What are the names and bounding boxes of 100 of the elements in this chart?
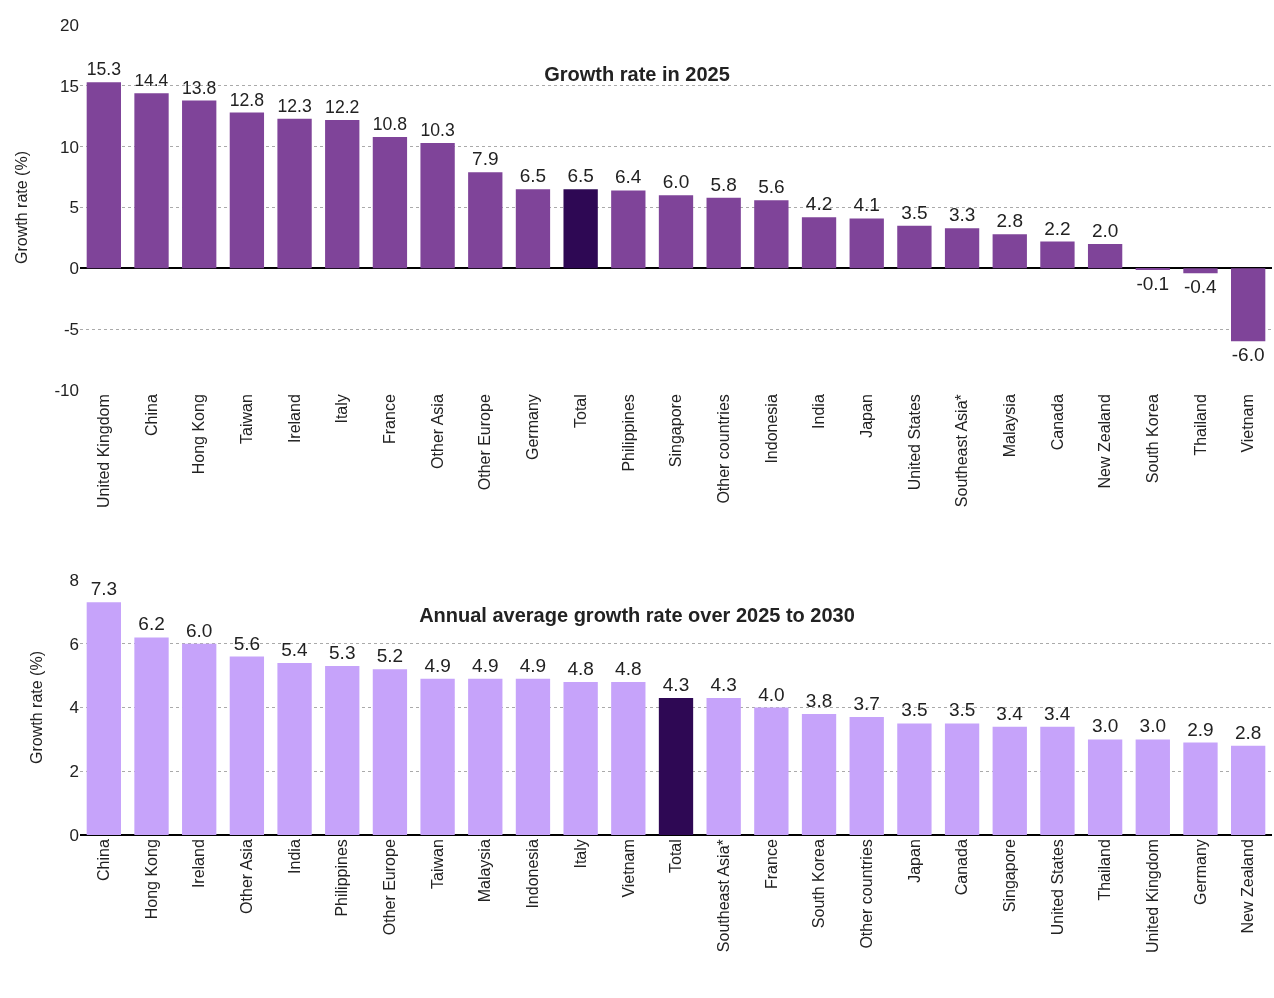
- data-label: 4.8: [567, 658, 594, 679]
- data-label: 4.3: [662, 673, 690, 695]
- data-label: 5.8: [710, 173, 737, 195]
- y-tick-label: 0: [69, 825, 79, 845]
- data-label: 6.5: [567, 165, 594, 187]
- data-label: -6.0: [1231, 344, 1265, 366]
- bar: [182, 100, 217, 269]
- x-tick-label: Germany: [1191, 839, 1209, 905]
- x-tick-label: Italy: [333, 394, 351, 424]
- y-tick-label: -10: [54, 380, 79, 400]
- text: Growth rate in 2025: [544, 62, 730, 85]
- x-tick-label: Ireland: [190, 839, 208, 889]
- data-label: 4.2: [805, 193, 833, 215]
- y-tick-label: 0: [69, 259, 79, 279]
- x-tick-label: India: [285, 839, 303, 874]
- data-label: 6.0: [185, 619, 213, 641]
- bar: [86, 602, 121, 835]
- data-label: 3.3: [948, 204, 976, 226]
- x-tick-label: Taiwan: [428, 839, 446, 890]
- data-label: 2.2: [1044, 217, 1071, 239]
- bar: [372, 136, 408, 269]
- x-tick-label: United Kingdom: [1144, 839, 1161, 954]
- x-tick-label: Other Asia: [428, 394, 446, 469]
- data-label: 5.6: [233, 632, 261, 654]
- x-tick-label: Italy: [571, 839, 589, 869]
- data-label: 10.3: [420, 120, 455, 141]
- x-tick-label: Thailand: [1191, 394, 1209, 456]
- data-label: 4.0: [758, 683, 785, 705]
- bar: [611, 682, 646, 835]
- data-label: 4.9: [519, 654, 547, 676]
- data-label: 4.8: [615, 658, 642, 679]
- bar: [420, 143, 455, 269]
- x-tick-label: United States: [905, 394, 923, 491]
- bar: [1040, 726, 1075, 835]
- x-tick-label: South Korea: [1144, 394, 1161, 484]
- data-label: 5.3: [329, 642, 356, 664]
- data-label: 7.3: [90, 578, 118, 600]
- x-tick-label: Japan: [905, 839, 923, 883]
- bar: [515, 678, 551, 835]
- bar: [182, 643, 217, 835]
- data-label: 4.9: [424, 654, 451, 676]
- bar: [1135, 739, 1170, 835]
- bar: [992, 234, 1027, 269]
- bar: [468, 172, 503, 269]
- y-tick-label: 8: [69, 570, 79, 590]
- data-label: 3.5: [948, 699, 976, 721]
- bar: [944, 723, 980, 835]
- bar: [563, 682, 598, 835]
- bar: [134, 93, 169, 269]
- y-tick-label: 15: [60, 76, 79, 96]
- x-tick-label: Philippines: [619, 394, 637, 472]
- bar: [849, 218, 884, 269]
- y-axis-title: Growth rate (%): [28, 651, 46, 764]
- data-label: 5.4: [281, 638, 308, 660]
- x-tick-label: Other Europe: [476, 394, 494, 491]
- bar: [658, 697, 694, 835]
- data-label: 5.2: [376, 645, 404, 667]
- bar: [515, 189, 551, 269]
- y-tick-label: 10: [60, 137, 79, 157]
- x-tick-label: Canada: [953, 839, 971, 896]
- data-label: 6.4: [614, 166, 642, 188]
- x-tick-label: France: [381, 394, 399, 444]
- bar: [992, 726, 1027, 835]
- bar: [277, 118, 312, 269]
- data-label: 3.8: [805, 689, 833, 711]
- x-tick-label: Vietnam: [619, 839, 637, 898]
- x-tick-label: Vietnam: [1239, 394, 1257, 453]
- data-label: 12.3: [277, 95, 312, 116]
- bar: [1231, 268, 1266, 342]
- x-tick-label: Singapore: [1000, 839, 1018, 913]
- x-tick-label: Japan: [857, 394, 875, 438]
- bar: [754, 200, 789, 269]
- data-label: 3.4: [1044, 702, 1071, 724]
- x-tick-label: South Korea: [810, 839, 828, 929]
- y-tick-label: 6: [69, 634, 79, 654]
- x-tick-label: Taiwan: [238, 394, 256, 445]
- data-label: 2.8: [1234, 721, 1262, 743]
- bar: [897, 225, 932, 269]
- bar: [86, 82, 121, 269]
- data-label: 3.5: [901, 201, 928, 223]
- bar: [611, 190, 646, 269]
- data-label: 13.8: [182, 77, 217, 98]
- x-tick-label: Southeast Asia*: [953, 394, 971, 508]
- y-tick-label: 2: [69, 762, 79, 782]
- data-label: -0.4: [1183, 276, 1218, 298]
- x-tick-label: Other countries: [714, 394, 732, 504]
- x-tick-label: Indonesia: [524, 839, 542, 909]
- data-label: 12.2: [325, 97, 360, 118]
- x-tick-label: Other Asia: [238, 839, 256, 914]
- x-tick-label: Other countries: [857, 839, 875, 949]
- x-tick-label: China: [142, 394, 160, 437]
- data-label: 6.5: [519, 165, 547, 187]
- x-tick-label: Hong Kong: [142, 839, 160, 920]
- y-tick-label: 20: [60, 15, 79, 35]
- data-label: 3.4: [996, 702, 1024, 724]
- data-label: 10.8: [372, 114, 408, 135]
- y-tick-label: 5: [69, 198, 79, 218]
- bar: [134, 637, 169, 835]
- x-tick-label: Indonesia: [762, 394, 780, 464]
- bar: [1040, 241, 1075, 269]
